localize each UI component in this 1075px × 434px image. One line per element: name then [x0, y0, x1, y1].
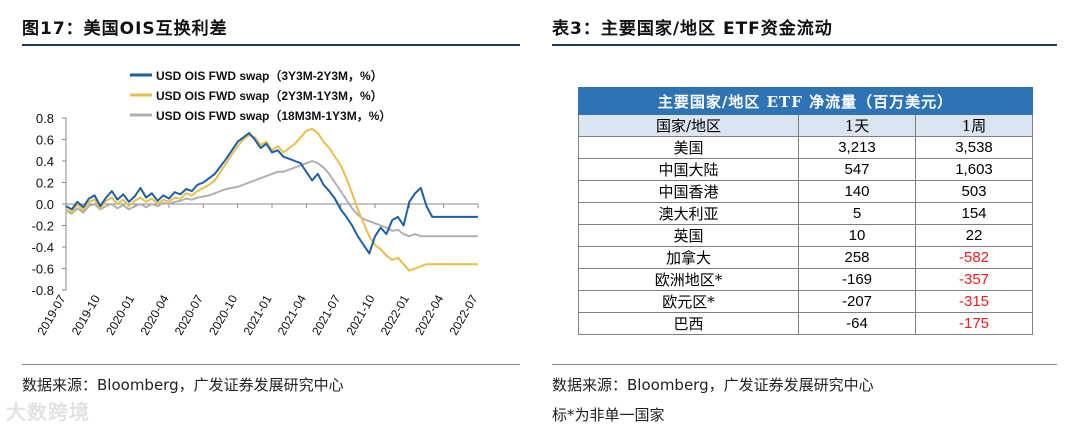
x-tick-label: 2021-07 — [309, 292, 343, 337]
col-header-1day: 1天 — [798, 114, 916, 137]
table-row: 英国 10 22 — [578, 224, 1033, 247]
x-tick-label: 2020-04 — [137, 292, 171, 337]
y-tick-label: -0.6 — [32, 262, 54, 277]
series-line-3 — [65, 160, 478, 238]
chart-panel-title: 图17：美国OIS互换利差 — [22, 19, 228, 39]
y-tick-label: -0.2 — [32, 219, 54, 234]
table-row: 巴西 -64 -175 — [578, 312, 1033, 335]
y-tick-label: -0.4 — [32, 240, 54, 255]
series-line-1 — [65, 132, 478, 255]
table-row: 加拿大 258 -582 — [578, 246, 1033, 269]
watermark-logo: 大数跨境 — [6, 400, 90, 424]
table-header: 主要国家/地区 ETF 净流量（百万美元） — [578, 87, 1033, 115]
chart-series — [65, 127, 478, 272]
x-tick-label: 2022-07 — [446, 292, 480, 337]
table-body: 美国 3,213 3,538 中国大陆 547 1,603 中国香港 140 503 澳大利亚 5 1… — [578, 136, 1033, 335]
table-row: 澳大利亚 5 154 — [578, 202, 1033, 225]
row-1week-value: 3,538 — [915, 136, 1033, 159]
etf-flow-table: 主要国家/地区 ETF 净流量（百万美元） 国家/地区 1天 1周 美国 3,21… — [578, 87, 1033, 335]
legend-label: USD OIS FWD swap（3Y3M-2Y3M，%） — [156, 68, 383, 83]
chart-source: 数据来源：Bloomberg，广发证券发展研究中心 — [22, 376, 344, 394]
table-source-rule — [552, 364, 1057, 365]
row-1day-value: 547 — [798, 158, 916, 181]
x-tick-label: 2020-07 — [172, 292, 206, 337]
y-tick-label: -0.8 — [32, 283, 54, 298]
row-region: 英国 — [578, 224, 799, 247]
x-tick-label: 2019-10 — [69, 292, 103, 337]
row-1week-value: 154 — [915, 202, 1033, 225]
legend-label: USD OIS FWD swap（2Y3M-1Y3M，%） — [156, 88, 383, 103]
chart-legend: USD OIS FWD swap（3Y3M-2Y3M，%） USD OIS FWD… — [130, 68, 391, 123]
row-region: 欧洲地区* — [578, 268, 799, 291]
row-1day-value: 140 — [798, 180, 916, 203]
col-header-1week: 1周 — [915, 114, 1033, 137]
row-1week-value: -315 — [915, 290, 1033, 313]
row-1week-value: 503 — [915, 180, 1033, 203]
chart-source-rule — [22, 364, 520, 365]
y-tick-label: 0.2 — [36, 176, 54, 191]
table-row: 欧洲地区* -169 -357 — [578, 268, 1033, 291]
y-tick-label: 0.8 — [36, 111, 54, 126]
row-1week-value: -357 — [915, 268, 1033, 291]
x-tick-label: 2021-04 — [275, 292, 309, 337]
table-source: 数据来源：Bloomberg，广发证券发展研究中心 — [552, 376, 874, 394]
row-region: 加拿大 — [578, 246, 799, 269]
row-1week-value: 22 — [915, 224, 1033, 247]
row-1day-value: -207 — [798, 290, 916, 313]
ois-swap-chart: USD OIS FWD swap（3Y3M-2Y3M，%） USD OIS FWD… — [32, 68, 481, 338]
series-line-2 — [65, 127, 478, 272]
row-region: 中国香港 — [578, 180, 799, 203]
y-tick-label: 0.6 — [36, 133, 54, 148]
row-region: 澳大利亚 — [578, 202, 799, 225]
row-region: 巴西 — [578, 312, 799, 335]
row-1week-value: -175 — [915, 312, 1033, 335]
legend-label: USD OIS FWD swap（18M3M-1Y3M，%） — [156, 108, 391, 123]
row-region: 美国 — [578, 136, 799, 159]
row-1week-value: 1,603 — [915, 158, 1033, 181]
x-tick-label: 2022-04 — [412, 292, 446, 337]
table-row: 中国大陆 547 1,603 — [578, 158, 1033, 181]
table-row: 美国 3,213 3,538 — [578, 136, 1033, 159]
table-note: 标*为非单一国家 — [552, 406, 665, 424]
col-header-region: 国家/地区 — [578, 114, 799, 137]
row-1day-value: 10 — [798, 224, 916, 247]
x-tick-label: 2019-07 — [34, 292, 68, 337]
table-panel-title: 表3：主要国家/地区 ETF资金流动 — [552, 19, 833, 39]
x-tick-label: 2021-10 — [343, 292, 377, 337]
chart-title-rule — [22, 44, 520, 46]
x-tick-label: 2021-01 — [240, 292, 274, 337]
row-1day-value: -169 — [798, 268, 916, 291]
row-region: 欧元区* — [578, 290, 799, 313]
table-row: 欧元区* -207 -315 — [578, 290, 1033, 313]
x-tick-label: 2020-01 — [103, 292, 137, 337]
table-row: 中国香港 140 503 — [578, 180, 1033, 203]
x-tick-label: 2022-01 — [378, 292, 412, 337]
y-tick-label: 0.4 — [36, 154, 54, 169]
row-region: 中国大陆 — [578, 158, 799, 181]
row-1day-value: 258 — [798, 246, 916, 269]
row-1day-value: 5 — [798, 202, 916, 225]
row-1day-value: -64 — [798, 312, 916, 335]
x-axis: 2019-07 2019-10 2020-01 2020-04 2020-07 2020-… — [34, 204, 481, 338]
row-1day-value: 3,213 — [798, 136, 916, 159]
table-title-rule — [552, 44, 1057, 46]
row-1week-value: -582 — [915, 246, 1033, 269]
y-tick-label: 0.0 — [36, 197, 54, 212]
x-tick-label: 2020-10 — [206, 292, 240, 337]
